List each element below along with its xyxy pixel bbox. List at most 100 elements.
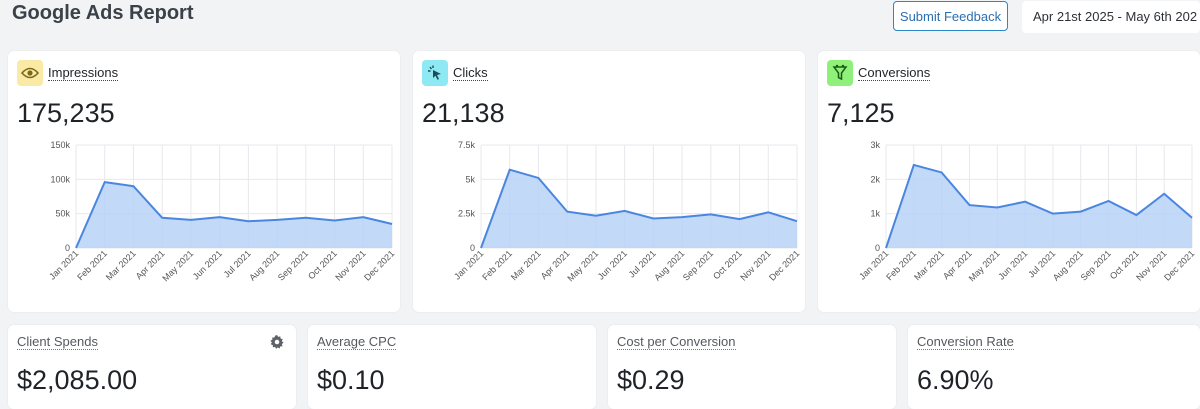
x-tick-label: Sep 2021 <box>681 248 715 282</box>
y-tick-label: 1k <box>870 209 880 219</box>
clicks-value: 21,138 <box>422 98 505 128</box>
y-tick-label: 0 <box>875 243 880 253</box>
conversion-rate-card: Conversion Rate 6.90% <box>908 325 1200 409</box>
data-point[interactable] <box>389 221 395 227</box>
funnel-icon <box>827 60 853 86</box>
cost-per-conversion-value: $0.29 <box>617 365 685 395</box>
x-tick-label: Feb 2021 <box>75 248 109 282</box>
clicks-card: Clicks 21,138 0 2.5k 5k 7.5k Jan 2021 Feb 202… <box>413 51 805 312</box>
conversion-rate-label[interactable]: Conversion Rate <box>917 334 1014 350</box>
client-spends-card: Client Spends $2,085.00 <box>8 325 296 409</box>
data-point[interactable] <box>507 167 513 173</box>
data-point[interactable] <box>535 175 541 181</box>
cursor-click-icon <box>422 60 448 86</box>
data-point[interactable] <box>217 214 223 220</box>
date-range-picker[interactable]: Apr 21st 2025 - May 6th 202 <box>1022 1 1200 33</box>
x-tick-label: Sep 2021 <box>1079 248 1113 282</box>
data-point[interactable] <box>650 215 656 221</box>
data-point[interactable] <box>245 218 251 224</box>
conversion-rate-value: 6.90% <box>917 365 994 395</box>
x-tick-label: May 2021 <box>160 248 195 283</box>
eye-icon <box>17 60 43 86</box>
data-point[interactable] <box>622 208 628 214</box>
series-area <box>481 169 797 248</box>
average-cpc-value: $0.10 <box>317 365 385 395</box>
data-point[interactable] <box>794 218 800 224</box>
data-point[interactable] <box>102 179 108 185</box>
series-area <box>886 164 1192 248</box>
data-point[interactable] <box>274 217 280 223</box>
y-tick-label: 100k <box>50 174 70 184</box>
data-point[interactable] <box>966 202 972 208</box>
data-point[interactable] <box>939 169 945 175</box>
average-cpc-card: Average CPC $0.10 <box>308 325 596 409</box>
y-tick-label: 7.5k <box>458 140 476 150</box>
x-tick-label: Dec 2021 <box>767 248 801 282</box>
impressions-card: Impressions 175,235 0 50k 100k 150k Jan 2021… <box>8 51 400 312</box>
y-tick-label: 0 <box>65 243 70 253</box>
cost-per-conversion-card: Cost per Conversion $0.29 <box>608 325 896 409</box>
x-tick-label: Aug 2021 <box>652 248 686 282</box>
data-point[interactable] <box>159 215 165 221</box>
x-tick-label: Mar 2021 <box>509 248 543 282</box>
data-point[interactable] <box>1050 211 1056 217</box>
x-tick-label: Dec 2021 <box>1162 248 1196 282</box>
x-tick-label: Sep 2021 <box>276 248 310 282</box>
x-tick-label: Jun 2021 <box>996 248 1029 281</box>
data-point[interactable] <box>708 211 714 217</box>
impressions-label[interactable]: Impressions <box>48 64 119 81</box>
data-point[interactable] <box>1133 212 1139 218</box>
x-tick-label: Aug 2021 <box>247 248 281 282</box>
series-line <box>75 180 393 249</box>
data-point[interactable] <box>130 183 136 189</box>
conversions-card: Conversions 7,125 0 1k 2k 3k Jan 2021 Feb 202… <box>818 51 1200 312</box>
data-point[interactable] <box>994 204 1000 210</box>
data-point[interactable] <box>593 213 599 219</box>
conversions-value: 7,125 <box>827 98 895 128</box>
y-tick-label: 0 <box>470 243 475 253</box>
y-tick-label: 2.5k <box>458 209 476 219</box>
x-tick-label: Feb 2021 <box>480 248 514 282</box>
x-tick-label: Dec 2021 <box>362 248 396 282</box>
data-point[interactable] <box>737 216 743 222</box>
submit-feedback-button[interactable]: Submit Feedback <box>893 1 1008 31</box>
x-tick-label: Jun 2021 <box>596 248 629 281</box>
data-point[interactable] <box>765 209 771 215</box>
data-point[interactable] <box>1078 209 1084 215</box>
page-title: Google Ads Report <box>12 2 194 24</box>
conversions-label[interactable]: Conversions <box>858 64 931 81</box>
y-tick-label: 3k <box>870 140 880 150</box>
y-tick-label: 2k <box>870 174 880 184</box>
data-point[interactable] <box>1106 198 1112 204</box>
client-spends-value: $2,085.00 <box>17 365 138 395</box>
series-line <box>885 163 1193 249</box>
data-point[interactable] <box>1161 191 1167 197</box>
average-cpc-label[interactable]: Average CPC <box>317 334 397 350</box>
gear-icon[interactable] <box>270 335 284 349</box>
data-point[interactable] <box>1189 215 1195 221</box>
data-point[interactable] <box>564 209 570 215</box>
data-point[interactable] <box>360 214 366 220</box>
data-point[interactable] <box>679 214 685 220</box>
x-tick-label: Jun 2021 <box>191 248 224 281</box>
x-tick-label: Mar 2021 <box>104 248 138 282</box>
y-tick-label: 5k <box>465 174 475 184</box>
y-tick-label: 50k <box>55 209 70 219</box>
data-point[interactable] <box>1022 199 1028 205</box>
x-tick-label: Nov 2021 <box>333 248 367 282</box>
clicks-label[interactable]: Clicks <box>453 64 488 81</box>
y-tick-label: 150k <box>50 140 70 150</box>
x-tick-label: May 2021 <box>565 248 600 283</box>
data-point[interactable] <box>303 215 309 221</box>
data-point[interactable] <box>332 218 338 224</box>
data-point[interactable] <box>188 217 194 223</box>
impressions-value: 175,235 <box>17 98 115 128</box>
data-point[interactable] <box>911 162 917 168</box>
x-tick-label: Mar 2021 <box>912 248 946 282</box>
client-spends-label[interactable]: Client Spends <box>17 334 98 350</box>
cost-per-conversion-label[interactable]: Cost per Conversion <box>617 334 736 350</box>
series-line <box>480 168 798 249</box>
